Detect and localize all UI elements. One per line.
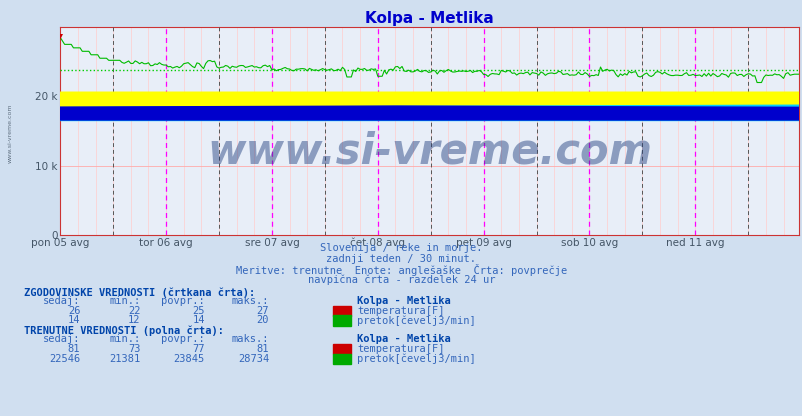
Polygon shape (0, 106, 802, 120)
Text: ZGODOVINSKE VREDNOSTI (črtkana črta):: ZGODOVINSKE VREDNOSTI (črtkana črta): (24, 287, 255, 297)
Text: min.:: min.: (109, 334, 140, 344)
Text: min.:: min.: (109, 296, 140, 306)
Text: 27: 27 (256, 306, 269, 316)
Text: povpr.:: povpr.: (161, 334, 205, 344)
Text: 14: 14 (67, 315, 80, 325)
Text: Kolpa - Metlika: Kolpa - Metlika (357, 334, 451, 344)
Text: maks.:: maks.: (231, 334, 269, 344)
Text: 20: 20 (256, 315, 269, 325)
Text: Slovenija / reke in morje.: Slovenija / reke in morje. (320, 243, 482, 253)
Text: pretok[čevelj3/min]: pretok[čevelj3/min] (357, 354, 476, 364)
Text: 81: 81 (256, 344, 269, 354)
Text: TRENUTNE VREDNOSTI (polna črta):: TRENUTNE VREDNOSTI (polna črta): (24, 325, 224, 336)
Text: 81: 81 (67, 344, 80, 354)
Text: maks.:: maks.: (231, 296, 269, 306)
Text: 28734: 28734 (237, 354, 269, 364)
Text: www.si-vreme.com: www.si-vreme.com (207, 131, 651, 173)
Text: zadnji teden / 30 minut.: zadnji teden / 30 minut. (326, 254, 476, 264)
Text: navpična črta - razdelek 24 ur: navpična črta - razdelek 24 ur (307, 275, 495, 285)
Text: temperatura[F]: temperatura[F] (357, 344, 444, 354)
Text: 22546: 22546 (49, 354, 80, 364)
Text: 26: 26 (67, 306, 80, 316)
Text: temperatura[F]: temperatura[F] (357, 306, 444, 316)
Text: pretok[čevelj3/min]: pretok[čevelj3/min] (357, 315, 476, 326)
Polygon shape (0, 92, 802, 120)
Text: 22: 22 (128, 306, 140, 316)
Polygon shape (0, 92, 802, 120)
Text: www.si-vreme.com: www.si-vreme.com (8, 103, 13, 163)
Text: sedaj:: sedaj: (43, 296, 80, 306)
Text: 14: 14 (192, 315, 205, 325)
Text: Meritve: trenutne  Enote: anglešaške  Črta: povprečje: Meritve: trenutne Enote: anglešaške Črta… (236, 264, 566, 276)
Text: povpr.:: povpr.: (161, 296, 205, 306)
Text: 12: 12 (128, 315, 140, 325)
Title: Kolpa - Metlika: Kolpa - Metlika (365, 11, 493, 26)
Text: 25: 25 (192, 306, 205, 316)
Text: 23845: 23845 (173, 354, 205, 364)
Text: 73: 73 (128, 344, 140, 354)
Text: sedaj:: sedaj: (43, 334, 80, 344)
Text: 77: 77 (192, 344, 205, 354)
Text: 21381: 21381 (109, 354, 140, 364)
Text: Kolpa - Metlika: Kolpa - Metlika (357, 296, 451, 306)
